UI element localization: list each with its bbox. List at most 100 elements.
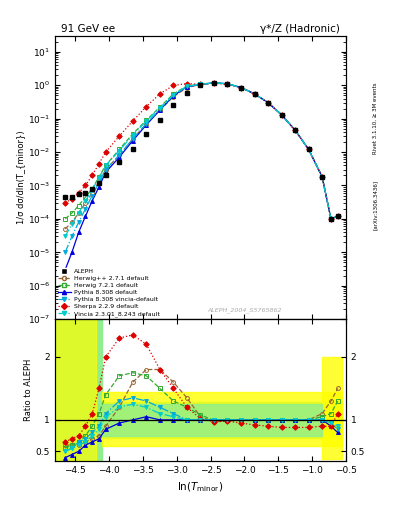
Sherpa 2.2.9 default [335, 213, 340, 219]
ALEPH [329, 216, 333, 222]
Vincia 2.3.01_8.243 default [293, 127, 298, 133]
ALEPH [90, 186, 95, 192]
Pythia 8.308 default [306, 146, 311, 153]
Herwig 7.2.1 default [185, 83, 189, 89]
Herwig 7.2.1 default [211, 80, 216, 86]
Vincia 2.3.01_8.243 default [198, 81, 203, 88]
ALEPH [306, 146, 311, 153]
Herwig++ 2.7.1 default [329, 216, 333, 222]
Pythia 8.308 default [335, 213, 340, 219]
Pythia 8.308 vincia-default [335, 213, 340, 219]
ALEPH [97, 180, 101, 186]
Sherpa 2.2.9 default [239, 84, 243, 91]
Line: Vincia 2.3.01_8.243 default: Vincia 2.3.01_8.243 default [63, 81, 340, 238]
Pythia 8.308 vincia-default [320, 174, 325, 180]
Pythia 8.308 default [76, 229, 81, 235]
Legend: ALEPH, Herwig++ 2.7.1 default, Herwig 7.2.1 default, Pythia 8.308 default, Pythi: ALEPH, Herwig++ 2.7.1 default, Herwig 7.… [57, 268, 160, 317]
Text: Rivet 3.1.10, ≥ 3M events: Rivet 3.1.10, ≥ 3M events [373, 82, 378, 154]
Herwig 7.2.1 default [70, 210, 74, 216]
Pythia 8.308 vincia-default [76, 219, 81, 225]
ALEPH [293, 127, 298, 133]
Text: ALEPH_2004_S5765862: ALEPH_2004_S5765862 [207, 308, 282, 313]
Sherpa 2.2.9 default [211, 80, 216, 86]
Pythia 8.308 default [185, 83, 189, 90]
Sherpa 2.2.9 default [117, 133, 121, 139]
Herwig 7.2.1 default [239, 84, 243, 91]
Pythia 8.308 vincia-default [130, 136, 135, 142]
X-axis label: $\ln(T_\mathrm{minor})$: $\ln(T_\mathrm{minor})$ [177, 480, 224, 494]
Vincia 2.3.01_8.243 default [90, 186, 95, 193]
Sherpa 2.2.9 default [70, 196, 74, 202]
Pythia 8.308 default [70, 249, 74, 255]
Herwig++ 2.7.1 default [70, 219, 74, 225]
Sherpa 2.2.9 default [279, 112, 284, 118]
Pythia 8.308 default [320, 174, 325, 180]
Sherpa 2.2.9 default [185, 80, 189, 87]
Vincia 2.3.01_8.243 default [239, 84, 243, 91]
Herwig++ 2.7.1 default [103, 166, 108, 173]
Herwig 7.2.1 default [329, 216, 333, 222]
Pythia 8.308 vincia-default [252, 91, 257, 97]
Herwig++ 2.7.1 default [130, 136, 135, 142]
Sherpa 2.2.9 default [97, 161, 101, 167]
Herwig 7.2.1 default [158, 104, 162, 110]
Pythia 8.308 vincia-default [198, 81, 203, 88]
Pythia 8.308 vincia-default [329, 216, 333, 222]
Sherpa 2.2.9 default [225, 81, 230, 87]
Herwig 7.2.1 default [252, 91, 257, 97]
Sherpa 2.2.9 default [103, 149, 108, 155]
Line: Herwig 7.2.1 default: Herwig 7.2.1 default [63, 81, 340, 221]
Line: Pythia 8.308 default: Pythia 8.308 default [63, 81, 340, 272]
Herwig++ 2.7.1 default [279, 112, 284, 118]
Sherpa 2.2.9 default [63, 200, 68, 206]
Herwig 7.2.1 default [320, 174, 325, 180]
Pythia 8.308 default [83, 213, 88, 219]
Herwig++ 2.7.1 default [266, 100, 270, 106]
ALEPH [198, 82, 203, 88]
Pythia 8.308 vincia-default [266, 100, 270, 106]
Herwig 7.2.1 default [293, 127, 298, 133]
Pythia 8.308 default [329, 216, 333, 222]
ALEPH [279, 112, 284, 118]
Herwig++ 2.7.1 default [320, 174, 325, 180]
Pythia 8.308 vincia-default [83, 206, 88, 212]
Vincia 2.3.01_8.243 default [225, 81, 230, 87]
Herwig 7.2.1 default [335, 213, 340, 219]
Line: Pythia 8.308 vincia-default: Pythia 8.308 vincia-default [63, 81, 340, 254]
Pythia 8.308 default [90, 198, 95, 204]
Sherpa 2.2.9 default [306, 146, 311, 153]
ALEPH [252, 91, 257, 97]
Vincia 2.3.01_8.243 default [158, 105, 162, 111]
Vincia 2.3.01_8.243 default [144, 118, 149, 124]
Pythia 8.308 vincia-default [239, 84, 243, 91]
Herwig 7.2.1 default [130, 131, 135, 137]
Herwig++ 2.7.1 default [293, 127, 298, 133]
Pythia 8.308 vincia-default [211, 80, 216, 86]
Text: [arXiv:1306.3436]: [arXiv:1306.3436] [373, 180, 378, 230]
Herwig 7.2.1 default [171, 91, 176, 97]
Pythia 8.308 vincia-default [144, 121, 149, 127]
Sherpa 2.2.9 default [144, 103, 149, 110]
Vincia 2.3.01_8.243 default [130, 132, 135, 138]
Vincia 2.3.01_8.243 default [320, 174, 325, 180]
Sherpa 2.2.9 default [83, 182, 88, 188]
Pythia 8.308 vincia-default [117, 152, 121, 158]
Herwig++ 2.7.1 default [144, 121, 149, 127]
ALEPH [211, 80, 216, 86]
Herwig++ 2.7.1 default [76, 210, 81, 216]
Vincia 2.3.01_8.243 default [279, 112, 284, 118]
Herwig 7.2.1 default [63, 216, 68, 222]
Herwig++ 2.7.1 default [198, 81, 203, 88]
ALEPH [185, 90, 189, 96]
Herwig++ 2.7.1 default [171, 94, 176, 100]
Pythia 8.308 vincia-default [279, 112, 284, 118]
Pythia 8.308 vincia-default [158, 106, 162, 112]
Pythia 8.308 vincia-default [306, 146, 311, 153]
Vincia 2.3.01_8.243 default [335, 213, 340, 219]
Pythia 8.308 default [211, 80, 216, 86]
Vincia 2.3.01_8.243 default [83, 198, 88, 204]
Line: ALEPH: ALEPH [63, 81, 340, 221]
Herwig++ 2.7.1 default [185, 84, 189, 91]
Pythia 8.308 default [117, 154, 121, 160]
Herwig 7.2.1 default [117, 146, 121, 153]
